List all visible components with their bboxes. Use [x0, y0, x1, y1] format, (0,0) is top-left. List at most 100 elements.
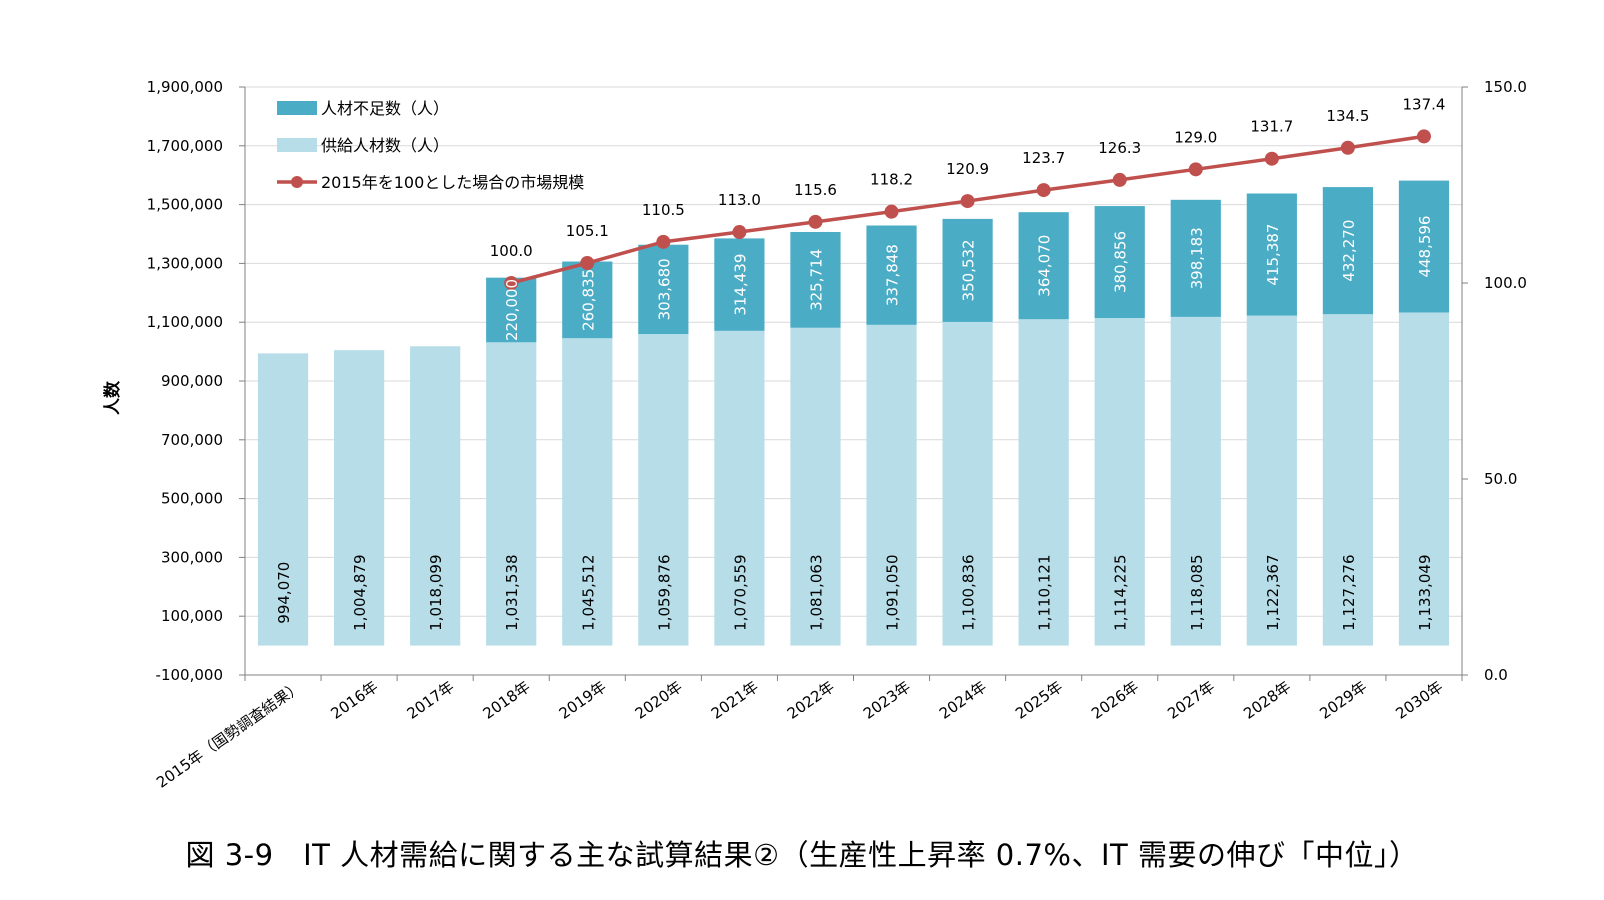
- x-category-label: 2030年: [1392, 678, 1446, 723]
- legend: 人材不足数（人） 供給人材数（人） 2015年を100とした場合の市場規模: [277, 99, 584, 192]
- supply-bar: [410, 346, 461, 646]
- x-category-label: 2029年: [1316, 678, 1370, 723]
- shortage-value-label: 220,000: [503, 279, 521, 341]
- shortage-bar: [562, 261, 613, 339]
- y2-tick-label: 150.0: [1484, 78, 1527, 96]
- shortage-value-label: 303,680: [655, 258, 673, 320]
- market-size-point: [808, 214, 823, 229]
- x-category-label: 2026年: [1088, 678, 1142, 723]
- supply-bar: [942, 321, 993, 646]
- y-tick-label: 1,500,000: [147, 196, 223, 214]
- shortage-bar: [638, 244, 689, 334]
- supply-value-label: 1,122,367: [1264, 555, 1282, 631]
- supply-value-label: 1,059,876: [655, 555, 673, 631]
- market-size-value-label: 126.3: [1098, 139, 1141, 157]
- y-tick-label: 1,300,000: [147, 254, 223, 272]
- shortage-value-label: 448,596: [1416, 216, 1434, 278]
- market-size-point: [960, 194, 975, 209]
- shortage-value-label: 314,439: [731, 254, 749, 316]
- shortage-bar: [1094, 206, 1145, 319]
- y2-tick-label: 50.0: [1484, 470, 1517, 488]
- y-tick-label: 300,000: [161, 548, 223, 566]
- shortage-bar: [1018, 212, 1069, 320]
- shortage-value-label: 337,848: [884, 244, 902, 306]
- market-size-value-label: 113.0: [718, 191, 761, 209]
- shortage-value-label: 415,387: [1264, 224, 1282, 286]
- shortage-value-label: 398,183: [1188, 227, 1206, 289]
- market-size-value-label: 123.7: [1022, 149, 1065, 167]
- supply-value-label: 1,045,512: [579, 555, 597, 631]
- supply-bar: [1018, 319, 1069, 646]
- market-size-value-label: 100.0: [490, 242, 533, 260]
- market-size-point: [504, 276, 519, 290]
- data-labels: 994,070 1,004,879 1,018,099 220,000 1,031,53…: [275, 95, 1445, 630]
- y-tick-label: 1,900,000: [147, 78, 223, 96]
- shortage-bar: [1246, 193, 1297, 316]
- shortage-bar: [942, 218, 993, 322]
- market-size-point: [884, 204, 899, 219]
- supply-bar: [790, 327, 841, 646]
- supply-bar: [486, 342, 537, 646]
- supply-value-label: 1,133,049: [1416, 555, 1434, 631]
- y-tick-label: 1,700,000: [147, 137, 223, 155]
- market-size-value-label: 110.5: [642, 201, 685, 219]
- supply-value-label: 1,070,559: [731, 555, 749, 631]
- market-size-point: [656, 234, 671, 249]
- supply-value-label: 1,081,063: [807, 555, 825, 631]
- market-size-value-label: 131.7: [1250, 118, 1293, 136]
- x-category-label: 2017年: [404, 678, 458, 723]
- figure-caption: 図 3-9 IT 人材需給に関する主な試算結果②（生産性上昇率 0.7%、IT …: [185, 838, 1419, 872]
- y-tick-label: 1,100,000: [147, 313, 223, 331]
- x-category-label: 2027年: [1164, 678, 1218, 723]
- market-size-point: [1416, 129, 1431, 144]
- shortage-bar: [866, 225, 917, 325]
- market-size-point: [1340, 140, 1355, 155]
- x-category-label: 2019年: [556, 678, 610, 723]
- x-category-label: 2025年: [1012, 678, 1066, 723]
- x-category-label: 2022年: [784, 678, 838, 723]
- market-size-value-label: 129.0: [1174, 128, 1217, 146]
- supply-value-label: 1,004,879: [351, 555, 369, 631]
- supply-bar: [257, 353, 309, 646]
- shortage-value-label: 364,070: [1036, 235, 1054, 297]
- y-tick-label: 700,000: [161, 431, 223, 449]
- x-category-label: 2028年: [1240, 678, 1294, 723]
- y2-tick-label: 0.0: [1484, 666, 1508, 684]
- supply-value-label: 994,070: [275, 562, 293, 624]
- shortage-value-label: 432,270: [1340, 220, 1358, 282]
- x-category-label: 2021年: [708, 678, 762, 723]
- legend-label-supply: 供給人材数（人）: [321, 136, 449, 155]
- market-size-value-label: 105.1: [566, 222, 609, 240]
- supply-value-label: 1,110,121: [1036, 555, 1054, 631]
- x-category-label: 2023年: [860, 678, 914, 723]
- shortage-value-label: 350,532: [960, 239, 978, 301]
- supply-bar: [1246, 315, 1297, 646]
- y-tick-label: 100,000: [161, 607, 223, 625]
- supply-value-label: 1,118,085: [1188, 555, 1206, 631]
- x-category-label: 2020年: [632, 678, 686, 723]
- supply-value-label: 1,091,050: [884, 555, 902, 631]
- market-size-point: [580, 256, 595, 271]
- market-size-point: [1188, 162, 1203, 177]
- market-size-value-label: 134.5: [1326, 107, 1369, 125]
- supply-bar: [638, 333, 689, 646]
- shortage-bar: [1398, 180, 1450, 313]
- supply-value-label: 1,031,538: [503, 555, 521, 631]
- legend-swatch-market-marker: [291, 176, 303, 188]
- bars: [257, 180, 1450, 646]
- shortage-value-label: 380,856: [1112, 231, 1130, 293]
- market-size-value-label: 120.9: [946, 160, 989, 178]
- y-tick-label: 500,000: [161, 490, 223, 508]
- shortage-value-label: 325,714: [807, 249, 825, 311]
- market-size-point: [1264, 151, 1279, 166]
- market-size-value-label: 115.6: [794, 181, 837, 199]
- legend-label-shortage: 人材不足数（人）: [321, 99, 449, 118]
- legend-label-market-size: 2015年を100とした場合の市場規模: [321, 173, 584, 192]
- supply-bar: [866, 324, 917, 646]
- market-size-point: [732, 225, 747, 240]
- y-tick-label: 900,000: [161, 372, 223, 390]
- market-size-point: [1112, 172, 1127, 187]
- supply-bar: [1094, 318, 1145, 646]
- supply-value-label: 1,114,225: [1112, 555, 1130, 631]
